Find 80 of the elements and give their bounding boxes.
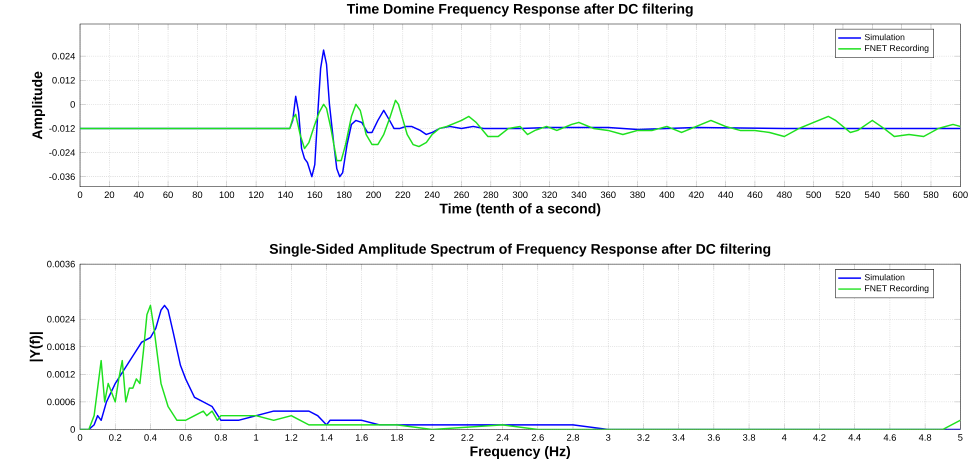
x-tick-label: 420 <box>688 191 704 198</box>
x-tick-label: 5 <box>958 434 963 440</box>
x-tick-label: 440 <box>718 191 734 198</box>
legend-label: Simulation <box>864 274 904 280</box>
x-tick-label: 1.4 <box>320 434 333 440</box>
y-axis-title: Amplitude <box>32 71 46 140</box>
x-tick-label: 180 <box>337 191 352 198</box>
x-tick-label: 140 <box>278 191 293 198</box>
x-tick-label: 40 <box>134 191 144 198</box>
x-tick-label: 560 <box>894 191 910 198</box>
x-tick-label: 0.6 <box>180 434 192 441</box>
x-axis-title: Frequency (Hz) <box>470 446 570 459</box>
x-tick-label: 580 <box>924 191 938 198</box>
x-tick-label: 2.8 <box>566 434 580 441</box>
x-tick-label: 220 <box>395 191 410 198</box>
x-axis-title: Time (tenth of a second) <box>440 202 600 216</box>
x-tick-label: 340 <box>571 191 586 198</box>
y-tick-label: 0.0024 <box>47 316 76 322</box>
x-tick-label: 400 <box>659 191 674 198</box>
x-tick-label: 3.6 <box>708 434 720 441</box>
x-tick-label: 600 <box>953 191 968 198</box>
x-tick-label: 1.8 <box>391 434 404 441</box>
x-tick-label: 500 <box>806 191 822 198</box>
x-tick-label: 320 <box>542 191 557 198</box>
y-tick-label: -0.024 <box>49 149 76 156</box>
legend-label: Simulation <box>864 34 904 40</box>
x-tick-label: 0.4 <box>144 434 157 441</box>
x-tick-label: 1.6 <box>356 434 368 441</box>
legend-label: FNET Recording <box>865 44 928 53</box>
x-tick-label: 0.8 <box>214 434 227 441</box>
x-tick-label: 4.6 <box>884 434 896 441</box>
x-tick-label: 3 <box>606 434 610 441</box>
x-tick-label: 2.4 <box>496 434 509 440</box>
x-tick-label: 4.2 <box>813 434 826 440</box>
x-tick-label: 4.8 <box>918 434 932 441</box>
x-tick-label: 20 <box>104 191 114 198</box>
y-tick-label: 0 <box>70 426 75 433</box>
x-tick-label: 540 <box>864 191 880 198</box>
x-tick-label: 4.4 <box>848 434 861 440</box>
x-tick-label: 0 <box>78 191 82 198</box>
chart-title: Single-Sided Amplitude Spectrum of Frequency Response after DC filtering <box>270 243 770 256</box>
x-tick-label: 380 <box>630 191 645 198</box>
y-tick-label: 0.0006 <box>47 398 75 405</box>
y-axis-title: |Y(f)| <box>30 332 43 362</box>
x-tick-label: 160 <box>308 191 322 198</box>
y-tick-label: -0.036 <box>49 173 75 180</box>
x-tick-label: 0 <box>78 434 82 441</box>
y-tick-label: 0 <box>70 100 75 108</box>
line-series <box>80 99 960 162</box>
x-tick-label: 4 <box>782 434 787 440</box>
x-tick-label: 120 <box>249 191 264 198</box>
x-tick-label: 100 <box>220 191 234 198</box>
x-tick-label: 60 <box>163 191 173 198</box>
x-tick-label: 3.4 <box>672 434 685 441</box>
y-tick-label: 0.0012 <box>47 370 75 378</box>
x-tick-label: 2.6 <box>532 434 544 441</box>
x-tick-label: 3.2 <box>637 434 650 441</box>
x-tick-label: 3.8 <box>742 434 756 441</box>
x-tick-label: 480 <box>776 191 792 198</box>
x-tick-label: 80 <box>192 191 202 198</box>
x-tick-label: 300 <box>512 191 528 198</box>
x-tick-label: 2.2 <box>461 434 474 440</box>
x-tick-label: 460 <box>747 191 762 198</box>
x-tick-label: 1.2 <box>286 434 298 440</box>
y-tick-label: 0.0036 <box>47 260 75 268</box>
x-tick-label: 260 <box>454 191 469 198</box>
x-tick-label: 200 <box>366 191 381 198</box>
x-tick-label: 360 <box>600 191 616 198</box>
x-tick-label: 2 <box>430 434 434 440</box>
legend-label: FNET Recording <box>865 284 928 293</box>
chart-title: Time Domine Frequency Response after DC filtering <box>346 3 693 16</box>
x-tick-label: 0.2 <box>109 434 122 441</box>
y-tick-label: 0.024 <box>52 52 76 60</box>
x-tick-label: 280 <box>484 191 498 198</box>
x-tick-label: 240 <box>424 191 440 198</box>
y-tick-label: 0.0018 <box>47 343 75 350</box>
x-tick-label: 1 <box>254 434 258 440</box>
x-tick-label: 520 <box>836 191 850 198</box>
y-tick-label: -0.012 <box>49 124 75 132</box>
y-tick-label: 0.012 <box>52 76 75 84</box>
